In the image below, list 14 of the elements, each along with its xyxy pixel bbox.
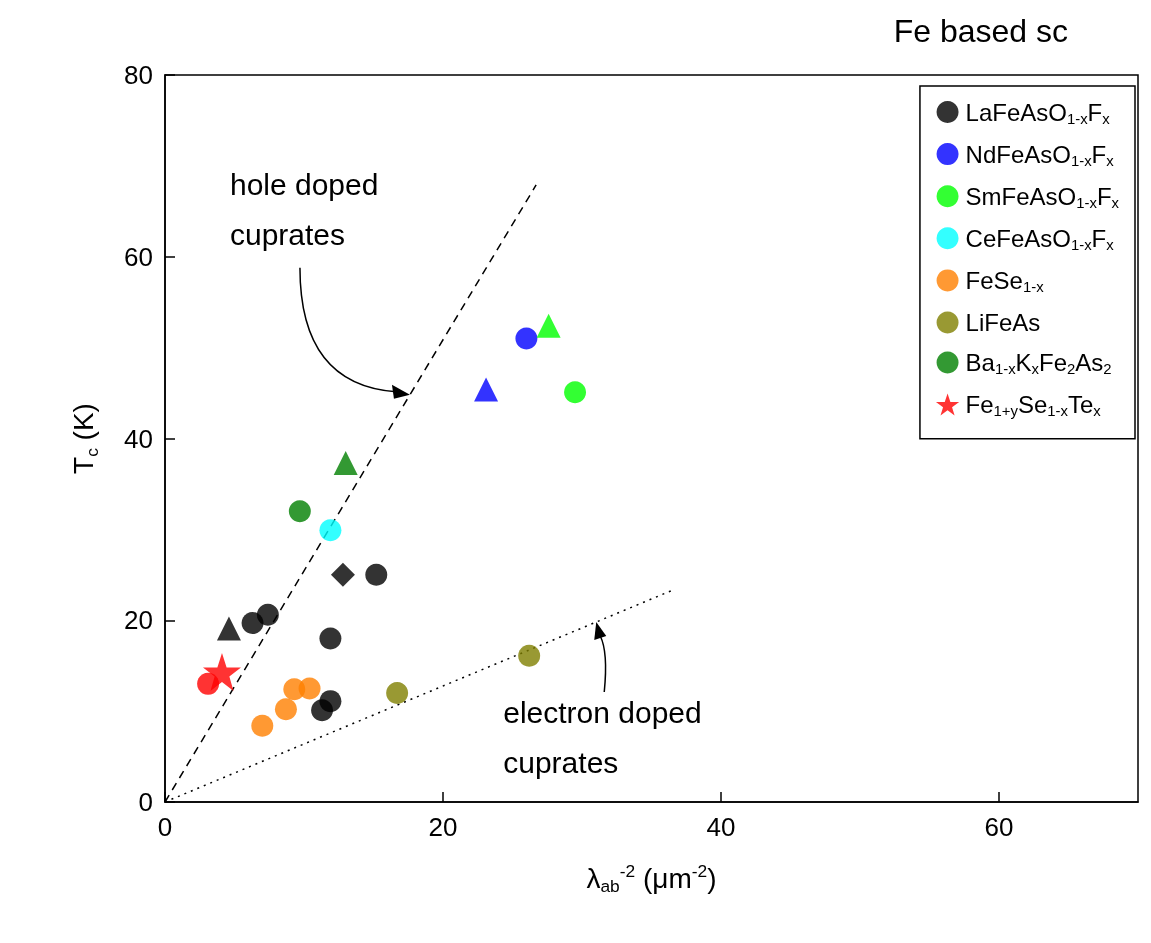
x-tick-label: 60: [984, 812, 1014, 842]
x-tick-label: 20: [428, 812, 458, 842]
y-tick-label: 60: [124, 241, 153, 272]
y-tick-label: 40: [124, 423, 153, 454]
y-tick-label: 0: [138, 787, 153, 817]
y-tick-label: 20: [124, 605, 153, 636]
y-tick-label: 80: [124, 60, 153, 90]
x-tick-label: 0: [157, 812, 173, 842]
annotation: electron doped cuprates: [503, 695, 702, 779]
annotation: hole doped cuprates: [229, 168, 379, 252]
y-axis-title: Tc (K): [68, 403, 102, 474]
legend-label: LiFeAs: [965, 309, 1041, 336]
chart-title: Fe based sc: [893, 13, 1068, 49]
x-tick-label: 40: [706, 812, 736, 842]
